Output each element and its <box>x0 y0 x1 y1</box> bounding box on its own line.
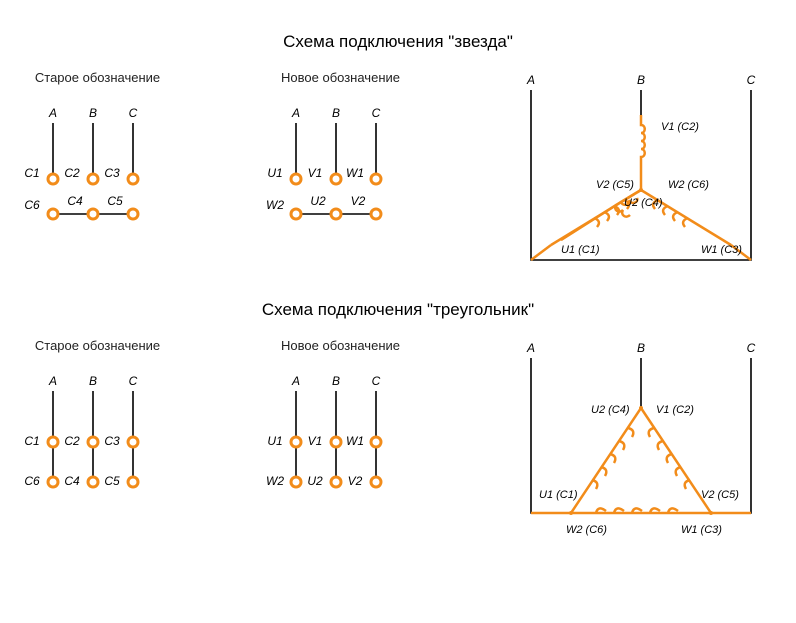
delta-new-col: Новое обозначение A U1 W2 B V1 U2 C <box>263 338 418 527</box>
star-row: Старое обозначение A C1 B C2 C C3 <box>20 70 776 280</box>
delta-old-col: Старое обозначение A C1 C6 B C2 C4 C <box>20 338 175 527</box>
phase-label: B <box>637 73 645 87</box>
term-label: C4 <box>64 474 80 488</box>
term-label: V2 <box>348 474 363 488</box>
term-label: C3 <box>104 166 120 180</box>
term-label: W1 <box>346 166 364 180</box>
wind-label: W2 (C6) <box>668 179 709 191</box>
term-label: C1 <box>24 434 39 448</box>
term-label: W2 <box>266 198 284 212</box>
phase-label: B <box>89 106 97 120</box>
term-label: C6 <box>24 474 40 488</box>
phase-label: C <box>372 106 381 120</box>
delta-new-diagram: A U1 W2 B V1 U2 C W1 V2 <box>263 367 418 527</box>
star-old-col: Старое обозначение A C1 B C2 C C3 <box>20 70 175 239</box>
phase-label: B <box>332 374 340 388</box>
delta-old-diagram: A C1 C6 B C2 C4 C C3 C5 <box>20 367 175 527</box>
term-label: V2 <box>351 194 366 208</box>
term-label: C6 <box>24 198 40 212</box>
star-new-col: Новое обозначение A U1 B V1 C W1 <box>263 70 418 239</box>
phase-label: C <box>129 374 138 388</box>
phase-label: B <box>637 341 645 355</box>
wind-label: U2 (C4) <box>591 404 630 416</box>
delta-schematic: A B C U2 (C4) V1 (C <box>506 338 776 548</box>
term-label: C1 <box>24 166 39 180</box>
star-new-subtitle: Новое обозначение <box>281 70 400 85</box>
wind-label: U1 (C1) <box>539 489 578 501</box>
term-label: C5 <box>107 194 123 208</box>
term-label: C3 <box>104 434 120 448</box>
star-old-diagram: A C1 B C2 C C3 C6 C4 <box>20 99 175 239</box>
wind-label: V1 (C2) <box>656 404 694 416</box>
wind-label: W1 (C3) <box>681 524 722 536</box>
phase-label: C <box>372 374 381 388</box>
delta-schematic-col: A B C U2 (C4) V1 (C <box>506 338 776 548</box>
wind-label: V1 (C2) <box>661 121 699 133</box>
term-label: U2 <box>307 474 323 488</box>
term-label: U1 <box>267 166 282 180</box>
phase-label: A <box>48 374 57 388</box>
phase-label: A <box>291 374 300 388</box>
term-label: V1 <box>308 166 323 180</box>
wind-label: U2 (C4) <box>624 197 663 209</box>
star-title: Схема подключения "звезда" <box>20 32 776 52</box>
phase-label: C <box>129 106 138 120</box>
phase-label: B <box>89 374 97 388</box>
wind-label: V2 (C5) <box>701 489 739 501</box>
term-label: C2 <box>64 434 80 448</box>
term-label: C2 <box>64 166 80 180</box>
term-label: W1 <box>346 434 364 448</box>
phase-label: C <box>747 341 756 355</box>
term-label: U2 <box>310 194 326 208</box>
phase-label: A <box>526 73 535 87</box>
term-label: C5 <box>104 474 120 488</box>
star-old-subtitle: Старое обозначение <box>35 70 160 85</box>
term-label: V1 <box>308 434 323 448</box>
star-new-diagram: A U1 B V1 C W1 W2 U2 V2 <box>263 99 418 239</box>
delta-new-subtitle: Новое обозначение <box>281 338 400 353</box>
delta-old-subtitle: Старое обозначение <box>35 338 160 353</box>
delta-title: Схема подключения "треугольник" <box>20 300 776 320</box>
wind-label: W2 (C6) <box>566 524 607 536</box>
wind-label: V2 (C5) <box>596 179 634 191</box>
phase-label: A <box>291 106 300 120</box>
phase-label: C <box>747 73 756 87</box>
term-label: C4 <box>67 194 83 208</box>
delta-row: Старое обозначение A C1 C6 B C2 C4 C <box>20 338 776 548</box>
wind-label: W1 (C3) <box>701 244 742 256</box>
phase-label: B <box>332 106 340 120</box>
phase-label: A <box>526 341 535 355</box>
term-label: W2 <box>266 474 284 488</box>
star-schematic: A B C V1 (C2) V2 (C <box>506 70 776 280</box>
phase-label: A <box>48 106 57 120</box>
star-schematic-col: A B C V1 (C2) V2 (C <box>506 70 776 280</box>
term-label: U1 <box>267 434 282 448</box>
wind-label: U1 (C1) <box>561 244 600 256</box>
